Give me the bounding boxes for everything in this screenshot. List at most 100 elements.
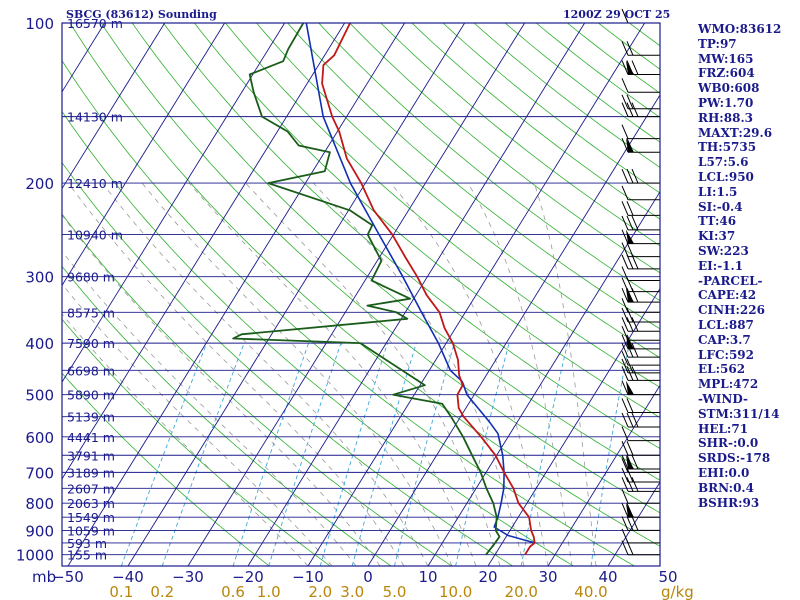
height-label: 2063 m (67, 496, 115, 511)
wind-barb (621, 412, 660, 428)
wind-barb (621, 254, 660, 270)
index-pw: PW:1.70 (698, 95, 754, 110)
dry-adiabat (349, 23, 660, 274)
sounding-time: 1200Z 29 OCT 25 (563, 8, 671, 21)
index-lfc: LFC:592 (698, 347, 754, 362)
temperature-trace (321, 23, 536, 556)
dry-adiabat (62, 318, 331, 566)
moist-adiabat (533, 182, 597, 566)
wind-barb (621, 528, 660, 544)
height-label: 5890 m (67, 388, 115, 403)
temperature-tick: −20 (232, 568, 264, 586)
mixing-ratio-line (232, 342, 310, 566)
wind-heading: -WIND- (698, 391, 748, 406)
wind-barb (621, 317, 660, 332)
wind-barb (621, 185, 660, 201)
wind-barb (621, 380, 660, 396)
height-label: 7590 m (67, 336, 115, 351)
mixing-ratio-tick: 3.0 (340, 583, 364, 600)
temperature-tick: 20 (478, 568, 497, 586)
mixing-ratio-line (268, 342, 342, 566)
moist-adiabat (188, 182, 477, 566)
wind-barb (621, 287, 660, 303)
moist-adiabat (62, 214, 381, 566)
station-title: SBCG (83612) Sounding (66, 8, 217, 21)
mixing-ratio-tick: 0.1 (109, 583, 133, 600)
pressure-tick: 300 (25, 269, 54, 287)
height-label: 9680 m (67, 270, 115, 285)
dry-adiabat (62, 372, 270, 566)
dry-adiabat (287, 23, 660, 330)
parcel-trace (305, 23, 535, 544)
wind-barb (621, 467, 660, 483)
index-ehi: EHI:0.0 (698, 465, 750, 480)
index-ki: KI:37 (698, 229, 736, 244)
isotherm (247, 23, 586, 566)
moist-adiabat (390, 182, 549, 566)
thermo-grid (0, 23, 660, 566)
height-label: 4441 m (67, 430, 115, 445)
dry-adiabat (62, 161, 513, 566)
index-li: LI:1.5 (698, 184, 738, 199)
temperature-tick: 40 (598, 568, 617, 586)
wind-barb (621, 102, 660, 118)
index-srds: SRDS:-178 (698, 451, 771, 466)
wind-barb (621, 540, 660, 556)
isotherm (62, 23, 166, 190)
pressure-unit: mb (32, 568, 56, 586)
wind-barb (621, 215, 660, 231)
index-stm: STM:311/14 (698, 406, 780, 421)
isotherm (0, 23, 45, 566)
mixing-ratio-tick: 1.0 (257, 583, 281, 600)
index-ei: EI:-1.1 (698, 258, 744, 273)
stability-indices-panel: WMO:83612 TP:97 MW:165 FRZ:604 WB0:608 P… (698, 22, 781, 510)
wind-barb (621, 242, 660, 258)
wind-barbs (621, 8, 660, 556)
wind-barb (621, 489, 660, 504)
wind-barb (621, 426, 660, 442)
isotherm (487, 287, 660, 566)
wind-barb (621, 124, 660, 140)
dry-adiabat (256, 23, 660, 359)
height-label: 8575 m (67, 305, 115, 320)
isotherm (62, 23, 346, 480)
index-lcl: LCL:950 (698, 169, 754, 184)
plot-area (62, 23, 660, 566)
mixing-ratio-line (590, 343, 630, 566)
isotherm (62, 23, 286, 383)
index-shr: SHR-:0.0 (698, 436, 759, 451)
wind-barb (621, 398, 660, 413)
axis-labels: 0.1 0.2 0.6 1.0 2.0 3.0 5.0 10.0 20.0 40.0 g/kg165… (16, 15, 694, 600)
height-label: 5139 m (67, 410, 115, 425)
mixing-ratio-tick: 40.0 (574, 583, 607, 600)
dewpoint-trace (232, 23, 501, 556)
temperature-tick: −40 (112, 568, 144, 586)
pressure-tick: 800 (25, 495, 54, 513)
mixing-ratio-tick: 5.0 (383, 583, 407, 600)
temperature-tick: 30 (538, 568, 557, 586)
pressure-tick: 100 (25, 15, 54, 33)
pressure-tick: 500 (25, 387, 54, 405)
wind-barb (621, 138, 660, 153)
index-cap: CAP:3.7 (698, 332, 751, 347)
wind-barb (621, 94, 660, 110)
index-mpl: MPL:472 (698, 377, 759, 392)
index-th: TH:5735 (698, 140, 757, 155)
pressure-tick: 200 (25, 175, 54, 193)
dry-adiabat (100, 23, 660, 514)
pressure-tick: 700 (25, 464, 54, 482)
dry-adiabat (225, 23, 660, 388)
isotherm (127, 23, 466, 566)
wind-barb (621, 441, 660, 456)
height-label: 3189 m (67, 465, 115, 480)
mixing-ratio-tick: 10.0 (439, 583, 472, 600)
height-label: 2607 m (67, 481, 115, 496)
wind-barb (621, 229, 660, 245)
moist-adiabat (62, 283, 333, 566)
index-el: EL:562 (698, 362, 746, 377)
dry-adiabat (194, 23, 660, 419)
index-frz: FRZ:604 (698, 66, 755, 81)
mixing-ratio-tick: 0.6 (221, 583, 245, 600)
temperature-tick: 0 (363, 568, 373, 586)
dry-adiabat (69, 23, 660, 547)
